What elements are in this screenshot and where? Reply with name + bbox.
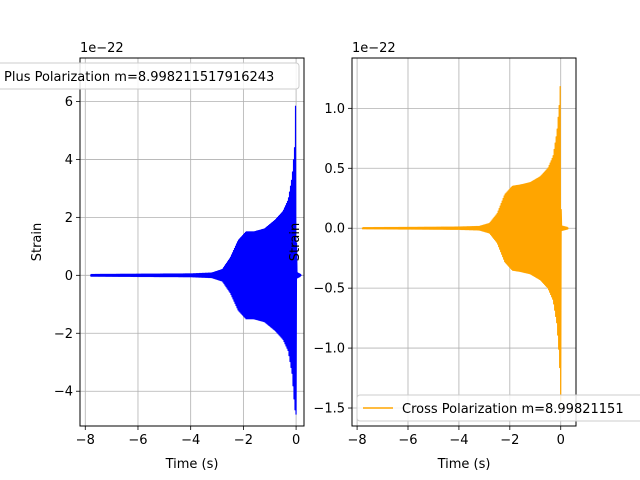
left-x-tick-label: −6 [128,433,147,448]
right-x-tick-label: 0 [557,433,565,448]
right-x-axis-label: Time (s) [437,457,491,472]
left-y-tick-label: 0 [65,269,73,284]
right-x-ticks: −8 −6 −4 −2 0 [348,426,565,448]
right-y-tick-label: 1.0 [324,102,345,117]
left-y-tick-label: −2 [54,327,73,342]
left-series-line [89,105,302,415]
left-series [89,105,302,415]
right-x-tick-label: −8 [348,433,367,448]
right-plot: −8 −6 −4 −2 0 −1.5 −1.0 −0.5 0.0 0.5 1.0 1e−22 Ti… [288,41,640,472]
left-x-tick-label: 0 [292,433,300,448]
right-y-tick-label: −1.0 [313,342,345,357]
right-x-tick-label: −2 [500,433,519,448]
left-legend: Plus Polarization m=8.998211517916243 [0,62,300,90]
right-series [361,86,569,402]
right-y-tick-label: 0.0 [324,222,345,237]
right-y-tick-label: −1.5 [313,402,345,417]
left-plot: −8 −6 −4 −2 0 −4 −2 0 2 4 6 1e−22 Time (s) Strain… [0,41,305,472]
left-y-ticks: −4 −2 0 2 4 6 [54,95,80,400]
right-legend-label: Cross Polarization m=8.99821151 [402,402,624,417]
left-x-tick-label: −2 [234,433,253,448]
left-y-tick-label: 4 [65,153,73,168]
left-x-ticks: −8 −6 −4 −2 0 [76,426,300,448]
left-y-tick-label: 2 [65,211,73,226]
right-y-tick-label: 0.5 [324,162,345,177]
right-y-axis-label: Strain [288,223,303,262]
left-y-tick-label: −4 [54,385,73,400]
right-y-ticks: −1.5 −1.0 −0.5 0.0 0.5 1.0 [313,102,352,417]
right-x-tick-label: −6 [398,433,417,448]
left-y-tick-label: 6 [65,95,73,110]
left-legend-label: Plus Polarization m=8.998211517916243 [4,70,274,85]
left-x-tick-label: −8 [76,433,95,448]
left-x-tick-label: −4 [181,433,200,448]
right-x-tick-label: −4 [449,433,468,448]
right-series-line [361,86,569,402]
left-offset-text: 1e−22 [80,41,124,56]
left-legend-box [0,62,300,90]
right-legend-box [356,394,640,422]
left-y-axis-label: Strain [30,223,45,262]
left-x-axis-label: Time (s) [165,457,219,472]
left-axes-frame [79,57,305,427]
right-offset-text: 1e−22 [352,41,396,56]
right-axes-frame [351,57,577,427]
right-legend: Cross Polarization m=8.99821151 [356,394,640,422]
right-y-tick-label: −0.5 [313,282,345,297]
